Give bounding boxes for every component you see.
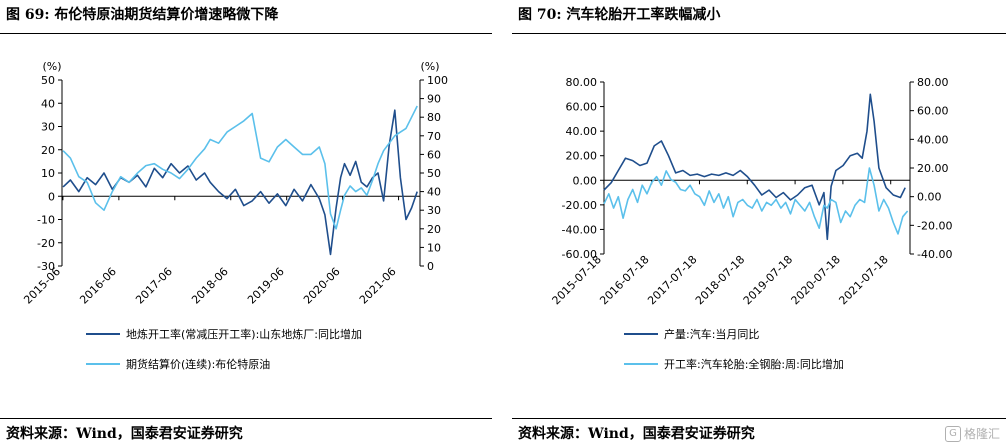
title-rule (512, 33, 1006, 34)
y-tick-label-left: 60.00 (566, 101, 598, 114)
y-tick-label-right: -40.00 (917, 248, 952, 261)
y-tick-label-left: 50 (41, 74, 55, 87)
x-tick-label: 2016-07-18 (597, 253, 651, 307)
legend-label: 地炼开工率(常减压开工率):山东地炼厂:同比增加 (126, 328, 362, 341)
chart-left: 50403020100-10-20-3010090807060504030201… (21, 60, 448, 307)
y-tick-label-right: 60.00 (917, 105, 949, 118)
source-rule (0, 418, 492, 419)
y-unit-right: (%) (420, 60, 439, 73)
series-line-1 (603, 93, 906, 241)
x-tick-label: 2016-06 (77, 265, 119, 307)
y-tick-label-right: 30 (427, 204, 441, 217)
source-text: 资料来源：Wind，国泰君安证券研究 (6, 426, 243, 442)
source-text: 资料来源：Wind，国泰君安证券研究 (518, 426, 755, 442)
title-rule (0, 33, 492, 34)
y-tick-label-left: -10 (37, 214, 55, 227)
watermark-text: 格隆汇 (963, 427, 1000, 441)
x-tick-label: 2018-06 (189, 265, 231, 307)
y-tick-label-left: -30 (37, 260, 55, 273)
y-tick-label-right: 40.00 (917, 133, 949, 146)
y-tick-label-right: 20 (427, 223, 441, 236)
y-tick-label-right: 40 (427, 186, 441, 199)
legend-swatch-light (86, 363, 120, 365)
y-tick-label-right: 90 (427, 93, 441, 106)
y-tick-label-right: 20.00 (917, 162, 949, 175)
y-tick-label-left: 80.00 (566, 76, 598, 89)
series-line-1 (62, 109, 418, 256)
legend-item: 产量:汽车:当月同比 (624, 326, 759, 342)
y-tick-label-right: 10 (427, 241, 441, 254)
y-tick-label-right: 80 (427, 111, 441, 124)
x-tick-label: 2021-07-18 (836, 253, 890, 307)
x-tick-label: 2021-06 (357, 265, 399, 307)
y-tick-label-right: -20.00 (917, 219, 952, 232)
left-panel: 图 69: 布伦特原油期货结算价增速略微下降 50 40 30 20 10 0 -10 -20… (0, 0, 492, 446)
y-tick-label-left: 30 (41, 121, 55, 134)
x-tick-label: 2017-06 (133, 265, 175, 307)
series-line-2 (603, 167, 909, 235)
y-tick-label-left: -20.00 (562, 199, 597, 212)
y-tick-label-left: 0 (48, 190, 55, 203)
figure-title: 图 70: 汽车轮胎开工率跌幅减小 (518, 7, 721, 23)
y-tick-label-left: 20.00 (566, 150, 598, 163)
chart-right: 80.00 60.00 40.00 20.00 0.00 -20.00 -40.00 -60.… (550, 76, 953, 307)
watermark: G 格隆汇 (944, 425, 1000, 442)
y-tick-label-left: 20 (41, 144, 55, 157)
x-tick-label: 2020-06 (301, 265, 343, 307)
y-tick-label-right: 100 (427, 74, 448, 87)
legend-label: 开工率:汽车轮胎:全钢胎:周:同比增加 (664, 358, 844, 371)
legend-swatch-light (624, 363, 658, 365)
x-tick-label: 2019-07-18 (741, 253, 795, 307)
legend-item: 地炼开工率(常减压开工率):山东地炼厂:同比增加 (86, 326, 362, 342)
y-tick-label-right: 0 (427, 260, 434, 273)
legend-item: 开工率:汽车轮胎:全钢胎:周:同比增加 (624, 356, 844, 372)
y-tick-label-left: -40.00 (562, 223, 597, 236)
watermark-icon: G (944, 425, 961, 442)
y-tick-label-left: -20 (37, 237, 55, 250)
y-tick-label-right: 0.00 (917, 191, 942, 204)
y-tick-label-right: 70 (427, 130, 441, 143)
legend-label: 期货结算价(连续):布伦特原油 (126, 358, 271, 371)
y-unit-left: (%) (42, 60, 61, 73)
right-panel: 图 70: 汽车轮胎开工率跌幅减小 80.00 60.00 40.00 20.00 0.… (512, 0, 1006, 446)
y-tick-label-left: 40.00 (566, 125, 598, 138)
series-line-2 (62, 105, 418, 230)
figure-title: 图 69: 布伦特原油期货结算价增速略微下降 (6, 7, 279, 23)
y-tick-label-left: -60.00 (562, 248, 597, 261)
x-tick-label: 2015-07-18 (550, 253, 604, 307)
legend-swatch-dark (624, 333, 658, 335)
y-tick-label-left: 0.00 (573, 174, 598, 187)
x-tick-label: 2019-06 (245, 265, 287, 307)
x-tick-label: 2018-07-18 (693, 253, 747, 307)
x-tick-label: 2020-07-18 (789, 253, 843, 307)
legend-right: 产量:汽车:当月同比 开工率:汽车轮胎:全钢胎:周:同比增加 (512, 326, 1006, 386)
legend-left: 地炼开工率(常减压开工率):山东地炼厂:同比增加 期货结算价(连续):布伦特原油 (0, 326, 492, 386)
legend-swatch-dark (86, 333, 120, 335)
y-tick-label-right: 80.00 (917, 76, 949, 89)
y-tick-label-right: 50 (427, 167, 441, 180)
x-tick-label: 2017-07-18 (645, 253, 699, 307)
y-tick-label-right: 60 (427, 148, 441, 161)
legend-item: 期货结算价(连续):布伦特原油 (86, 356, 270, 372)
legend-label: 产量:汽车:当月同比 (664, 328, 760, 341)
source-rule (512, 418, 1006, 419)
y-tick-label-left: 40 (41, 97, 55, 110)
y-tick-label-left: 10 (41, 167, 55, 180)
